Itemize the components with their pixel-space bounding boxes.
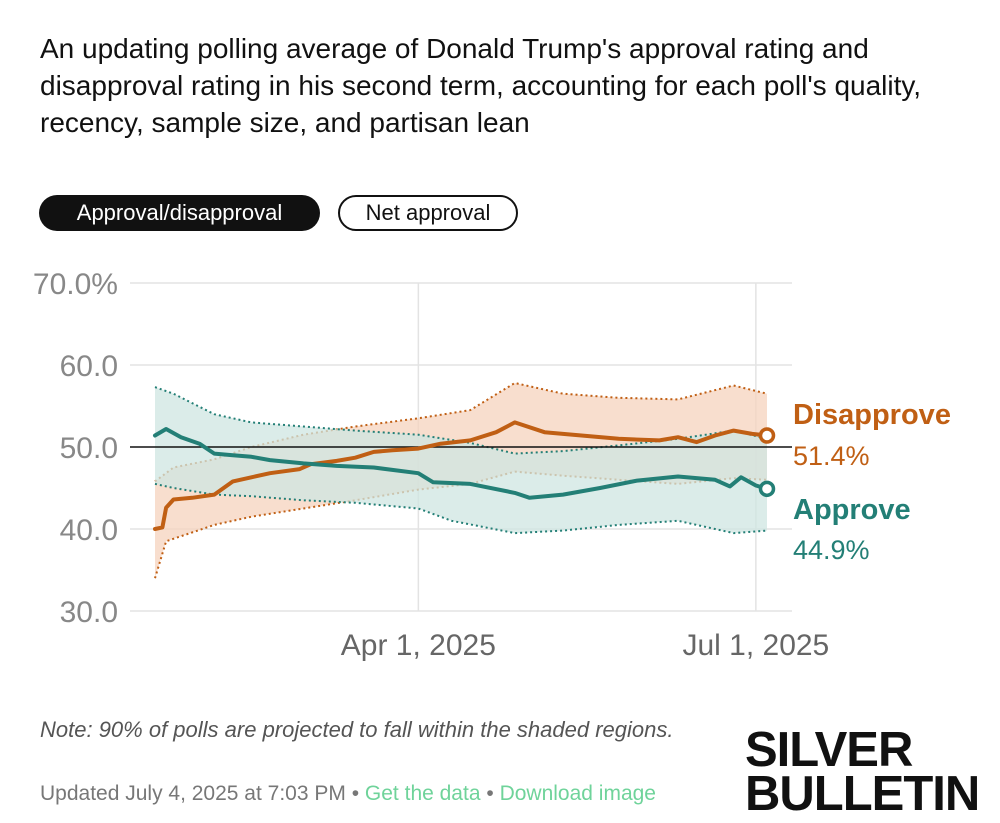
disapprove-line (153, 420, 769, 531)
approve-series-label: Approve (793, 494, 911, 526)
get-data-link[interactable]: Get the data (364, 782, 481, 805)
disapprove-series-label: Disapprove (793, 399, 951, 431)
disapprove-endpoint (758, 427, 776, 444)
x-tick-label: Apr 1, 2025 (341, 629, 496, 662)
approve-value-label: 44.9% (793, 535, 870, 565)
updated-timestamp: Updated July 4, 2025 at 7:03 PM (40, 782, 346, 805)
confidence-bands (154, 381, 768, 579)
update-footer: Updated July 4, 2025 at 7:03 PM • Get th… (40, 782, 656, 806)
logo-line-2: BULLETIN (745, 767, 980, 821)
y-tick-label: 70.0% (33, 268, 118, 301)
y-tick-label: 30.0 (60, 596, 118, 629)
download-image-link[interactable]: Download image (499, 782, 656, 805)
silver-bulletin-logo: SILVER BULLETIN (745, 723, 980, 821)
net-approval-toggle[interactable]: Net approval (338, 195, 518, 231)
note: Note: 90% of polls are projected to fall… (40, 717, 674, 742)
series-lines (153, 420, 776, 531)
disapprove-value-label: 51.4% (793, 441, 870, 471)
y-tick-label: 40.0 (60, 514, 118, 547)
logo-line-1: SILVER (745, 723, 913, 777)
approve-band-lower (154, 482, 768, 535)
approval-chart: 30.0 40.0 50.0 60.0 70.0% Apr 1, 2025 Jul 1, 2… (33, 268, 951, 662)
approval-disapproval-toggle[interactable]: Approval/disapproval (39, 195, 320, 231)
approve-line (153, 427, 769, 500)
chart-description: An updating polling average of Donald Tr… (40, 33, 922, 138)
y-tick-label: 60.0 (60, 350, 118, 383)
approve-endpoint (758, 480, 776, 498)
axis-labels: 30.0 40.0 50.0 60.0 70.0% Apr 1, 2025 Jul 1, 2… (33, 268, 951, 662)
y-tick-label: 50.0 (60, 432, 118, 465)
footer-separator: • (486, 782, 494, 805)
x-tick-label: Jul 1, 2025 (682, 629, 829, 662)
approve-band (155, 387, 767, 534)
approve-band-upper (154, 386, 768, 455)
disapprove-band-lower (154, 470, 768, 579)
footer-separator: • (351, 782, 360, 805)
